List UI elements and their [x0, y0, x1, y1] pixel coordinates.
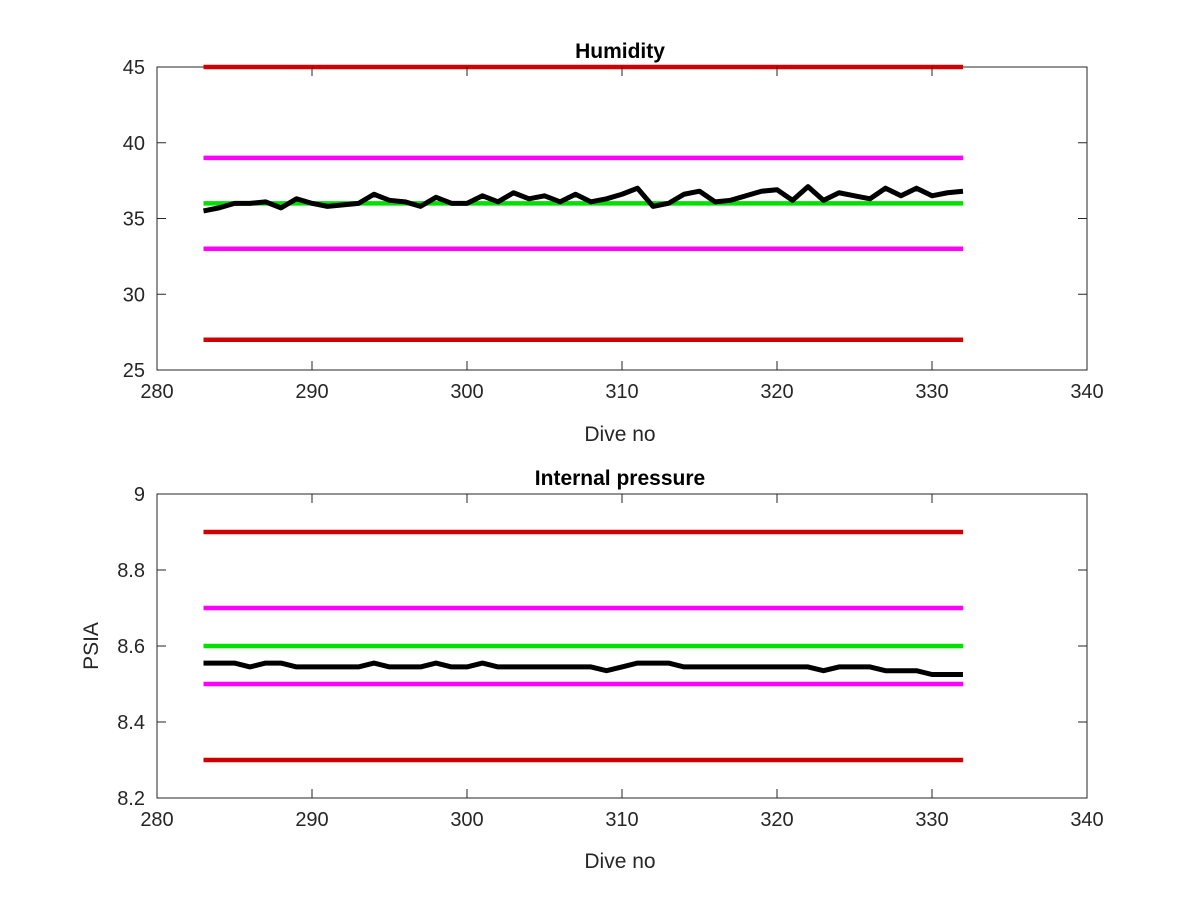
internal-pressure-y-tick-label: 8.2: [117, 788, 145, 810]
humidity-x-tick-label: 340: [1070, 381, 1103, 403]
humidity-x-tick-label: 310: [605, 381, 638, 403]
internal-pressure-y-tick-label: 8.8: [117, 560, 145, 582]
internal-pressure-title: Internal pressure: [535, 467, 705, 490]
internal-pressure-x-tick-label: 300: [450, 809, 483, 831]
internal-pressure-y-tick-label: 8.4: [117, 712, 145, 734]
internal-pressure-x-tick-label: 290: [295, 809, 328, 831]
humidity-y-tick-label: 45: [123, 57, 145, 79]
internal-pressure-y-tick-label: 8.6: [117, 636, 145, 658]
humidity-y-tick-label: 30: [123, 284, 145, 306]
humidity-x-tick-label: 330: [915, 381, 948, 403]
humidity-series-layer: [203, 64, 964, 342]
humidity-x-axis-label: Dive no: [584, 423, 655, 446]
internal-pressure-y-axis-label: PSIA: [80, 622, 103, 670]
internal-pressure-series-layer: [203, 529, 963, 763]
internal-pressure-x-axis-label: Dive no: [584, 850, 655, 873]
humidity-x-ticks: 280 290 300 310 320 330 340: [140, 67, 1104, 403]
internal-pressure-x-tick-label: 340: [1070, 809, 1103, 831]
humidity-series-data: [203, 184, 964, 214]
humidity-plot-area: [156, 66, 1088, 371]
humidity-x-tick-label: 300: [450, 381, 483, 403]
humidity-y-tick-label: 25: [123, 360, 145, 382]
humidity-title: Humidity: [575, 40, 665, 63]
humidity-x-tick-label: 320: [760, 381, 793, 403]
humidity-x-tick-label: 280: [140, 381, 173, 403]
internal-pressure-y-tick-label: 9: [134, 484, 145, 506]
internal-pressure-x-tick-label: 330: [915, 809, 948, 831]
internal-pressure-subplot: Internal pressure 280 290 300 310 320 330 340 …: [80, 467, 1104, 873]
internal-pressure-x-tick-label: 280: [140, 809, 173, 831]
humidity-y-tick-label: 35: [123, 209, 145, 231]
internal-pressure-x-tick-label: 310: [605, 809, 638, 831]
humidity-subplot: Humidity 280 290 300 310 320 330 340 25 30 35 40 4…: [123, 40, 1104, 446]
internal-pressure-x-ticks: 280 290 300 310 320 330 340: [140, 494, 1104, 831]
internal-pressure-series-data: [203, 660, 963, 677]
humidity-y-tick-label: 40: [123, 133, 145, 155]
internal-pressure-y-ticks: 8.2 8.4 8.6 8.8 9: [117, 484, 1087, 810]
humidity-y-ticks: 25 30 35 40 45: [123, 57, 1087, 382]
humidity-x-tick-label: 290: [295, 381, 328, 403]
internal-pressure-x-tick-label: 320: [760, 809, 793, 831]
